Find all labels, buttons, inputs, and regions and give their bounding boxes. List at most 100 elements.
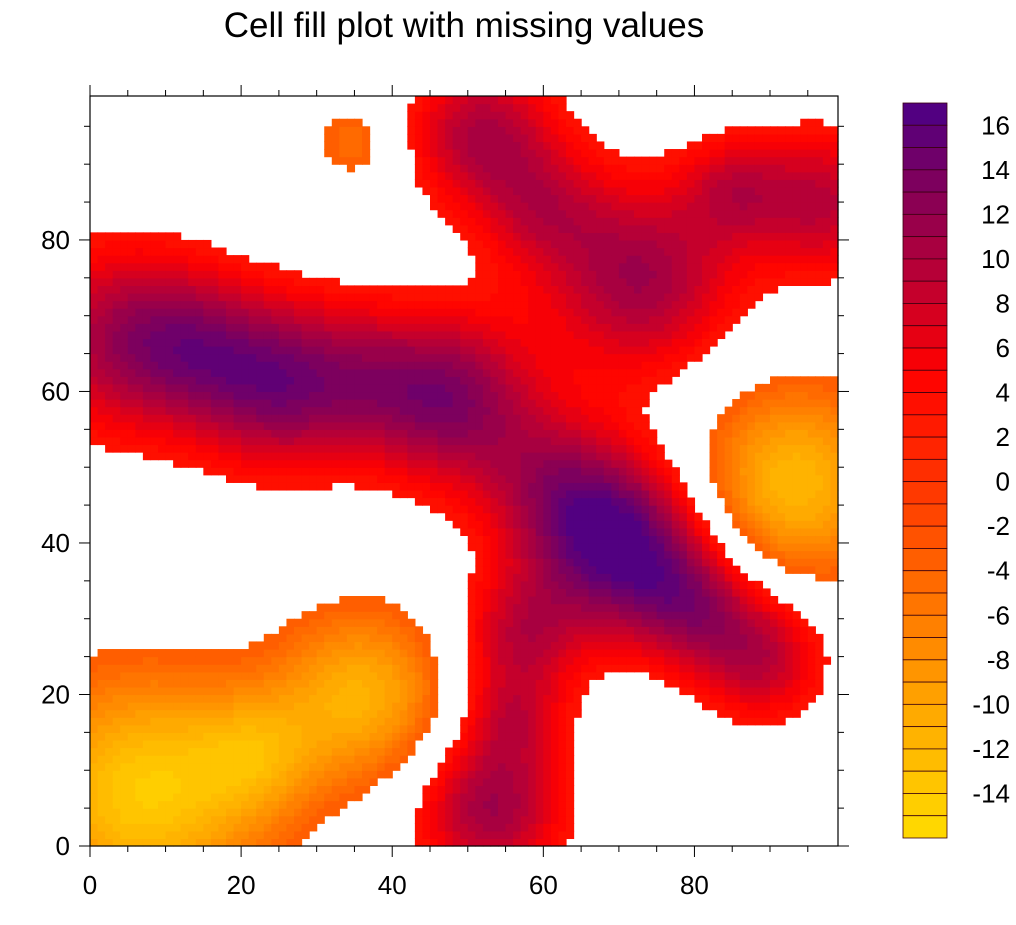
heatmap-cell: [165, 383, 174, 393]
heatmap-cell: [294, 399, 303, 408]
heatmap-cell: [278, 664, 288, 673]
heatmap-cell: [475, 452, 484, 461]
heatmap-cell: [105, 679, 114, 688]
heatmap-cell: [513, 346, 522, 355]
heatmap-cell: [226, 338, 235, 347]
heatmap-cell: [626, 383, 635, 393]
heatmap-cell: [210, 777, 220, 786]
heatmap-cell: [407, 671, 416, 680]
heatmap-cell: [233, 694, 242, 703]
heatmap-cell: [369, 292, 378, 302]
heatmap-cell: [618, 323, 628, 332]
heatmap-cell: [513, 323, 522, 332]
heatmap-cell: [550, 391, 560, 400]
heatmap-cell: [452, 520, 461, 529]
heatmap-cell: [513, 808, 522, 817]
heatmap-cell: [490, 686, 499, 696]
heatmap-cell: [407, 482, 416, 491]
heatmap-cell: [233, 732, 242, 741]
heatmap-cell: [528, 202, 537, 211]
heatmap-cell: [150, 247, 159, 256]
heatmap-cell: [90, 406, 99, 415]
heatmap-cell: [188, 686, 197, 696]
heatmap-cell: [135, 838, 144, 847]
heatmap-cell: [142, 686, 152, 696]
heatmap-cell: [566, 126, 575, 135]
heatmap-cell: [331, 618, 340, 627]
heatmap-cell: [233, 338, 242, 347]
heatmap-cell: [535, 800, 544, 809]
heatmap-cell: [180, 361, 189, 370]
heatmap-cell: [286, 444, 295, 453]
heatmap-cell: [634, 406, 643, 415]
heatmap-cell: [505, 777, 514, 786]
heatmap-cell: [656, 671, 665, 680]
heatmap-cell: [505, 421, 514, 430]
heatmap-cell: [482, 149, 492, 158]
heatmap-cell: [460, 459, 469, 468]
heatmap-cell: [210, 656, 220, 665]
heatmap-cell: [248, 739, 257, 749]
heatmap-cell: [97, 823, 106, 832]
heatmap-cell: [460, 429, 469, 438]
heatmap-cell: [641, 633, 650, 643]
heatmap-cell: [566, 724, 575, 733]
heatmap-cell: [581, 126, 590, 135]
heatmap-cell: [634, 482, 643, 491]
heatmap-cell: [649, 505, 658, 514]
heatmap-cell: [603, 209, 612, 218]
heatmap-cell: [294, 459, 303, 468]
heatmap-cell: [339, 459, 348, 468]
heatmap-cell: [626, 656, 635, 665]
heatmap-cell: [520, 717, 529, 726]
heatmap-cell: [558, 755, 567, 764]
heatmap-cell: [498, 649, 507, 658]
heatmap-cell: [241, 338, 250, 347]
heatmap-cell: [120, 247, 129, 256]
heatmap-cell: [384, 300, 393, 309]
heatmap-cell: [520, 376, 529, 385]
heatmap-cell: [498, 565, 507, 574]
heatmap-cell: [294, 353, 303, 362]
heatmap-cell: [452, 300, 461, 309]
heatmap-cell: [528, 209, 537, 218]
heatmap-cell: [452, 171, 461, 180]
heatmap-cell: [150, 239, 159, 249]
heatmap-cell: [339, 118, 348, 127]
heatmap-cell: [150, 277, 159, 286]
heatmap-cell: [294, 770, 303, 779]
heatmap-cell: [377, 732, 386, 741]
heatmap-cell: [218, 459, 227, 468]
heatmap-cell: [528, 300, 537, 309]
heatmap-cell: [550, 383, 560, 393]
heatmap-cell: [180, 300, 189, 309]
heatmap-cell: [498, 232, 507, 241]
heatmap-cell: [271, 808, 280, 817]
heatmap-cell: [535, 497, 544, 506]
heatmap-cell: [603, 497, 612, 506]
heatmap-cell: [226, 671, 235, 680]
heatmap-cell: [581, 588, 590, 597]
heatmap-cell: [490, 391, 499, 400]
heatmap-cell: [256, 838, 265, 847]
heatmap-cell: [588, 361, 597, 370]
heatmap-cell: [158, 270, 167, 279]
heatmap-cell: [535, 505, 544, 514]
heatmap-cell: [588, 573, 597, 582]
heatmap-cell: [581, 156, 590, 165]
heatmap-cell: [97, 830, 106, 840]
heatmap-cell: [573, 414, 582, 423]
heatmap-cell: [422, 785, 431, 794]
heatmap-cell: [550, 247, 560, 256]
heatmap-cell: [550, 755, 560, 764]
heatmap-cell: [513, 792, 522, 802]
heatmap-cell: [127, 399, 136, 408]
heatmap-cell: [226, 361, 235, 370]
heatmap-cell: [520, 239, 529, 249]
heatmap-cell: [445, 338, 454, 347]
heatmap-cell: [513, 679, 522, 688]
heatmap-cell: [437, 292, 446, 302]
heatmap-cell: [475, 300, 484, 309]
heatmap-cell: [490, 171, 499, 180]
heatmap-cell: [384, 406, 393, 415]
